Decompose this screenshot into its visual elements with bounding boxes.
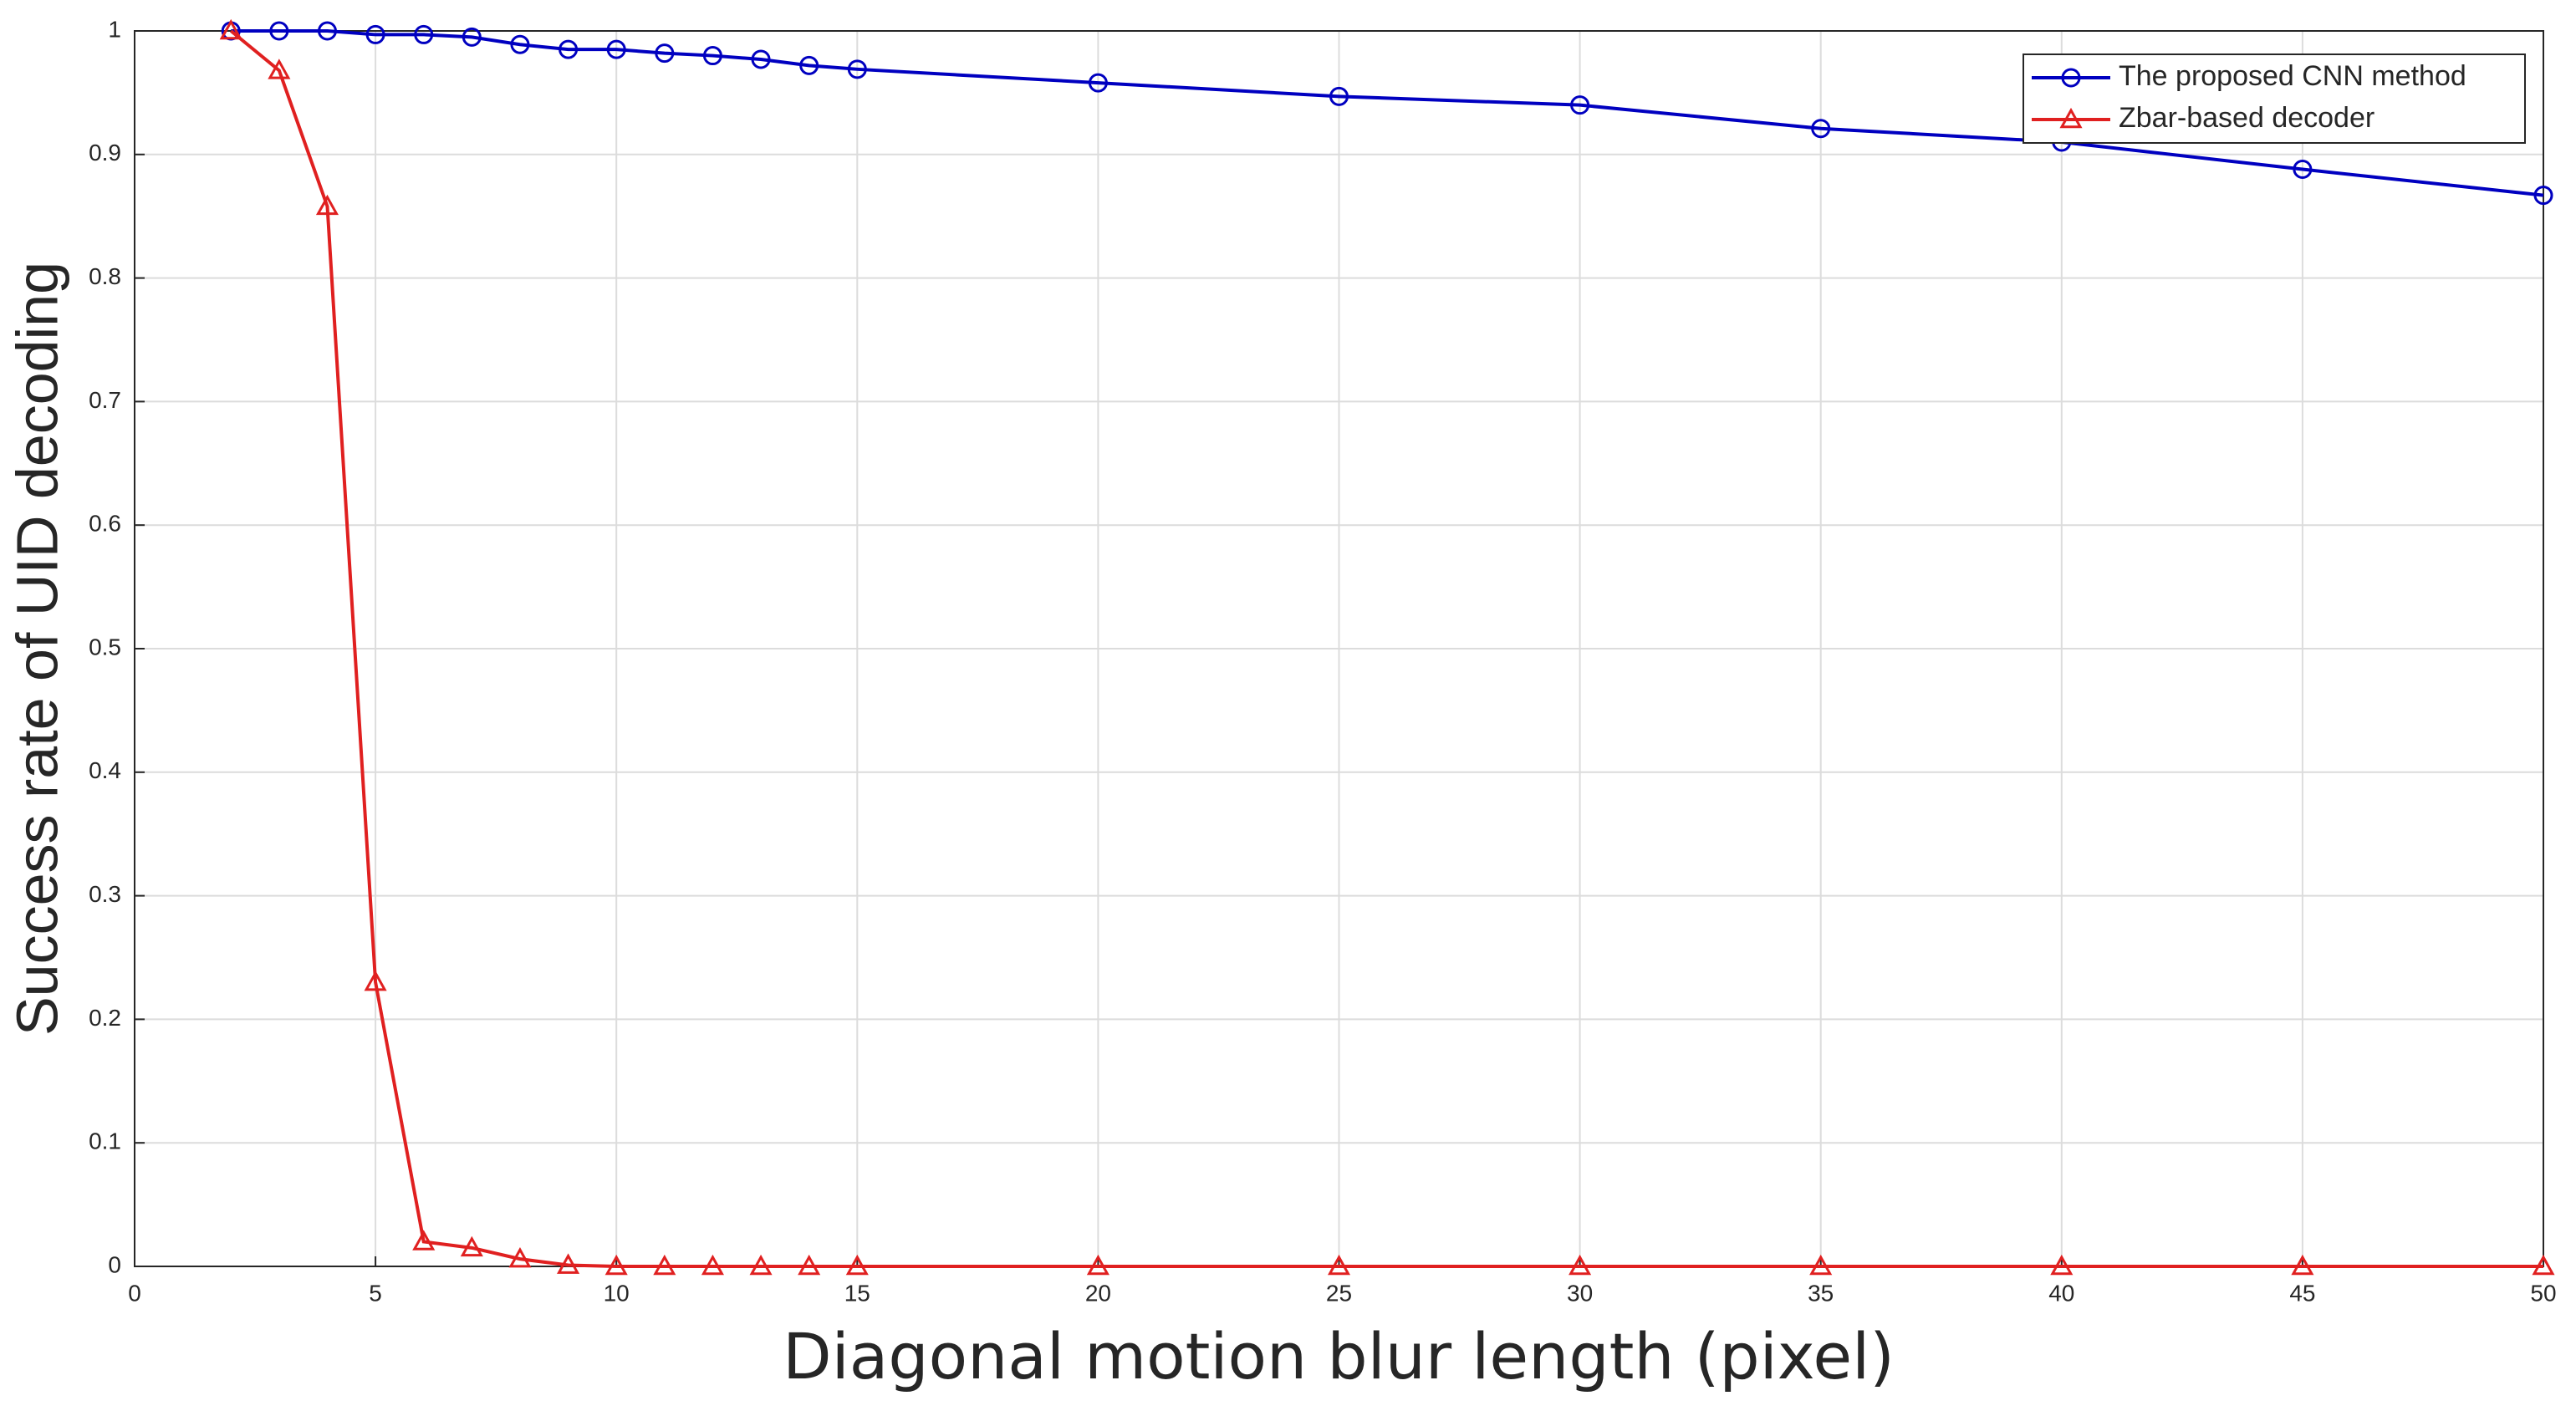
marker — [799, 55, 819, 75]
marker — [1570, 95, 1590, 115]
marker — [414, 24, 434, 44]
marker — [2291, 1254, 2314, 1276]
marker — [655, 43, 675, 64]
y-tick-label: 0.1 — [89, 1128, 121, 1154]
marker — [462, 27, 482, 47]
marker — [269, 21, 289, 41]
marker — [798, 1254, 821, 1276]
x-tick-label: 15 — [844, 1280, 870, 1306]
x-tick-label: 0 — [128, 1280, 141, 1306]
marker — [2061, 68, 2081, 88]
y-tick-label: 0.5 — [89, 634, 121, 660]
marker — [315, 194, 339, 216]
marker — [557, 1253, 580, 1274]
marker — [1811, 119, 1831, 139]
x-axis-label: Diagonal motion blur length (pixel) — [783, 1319, 1895, 1393]
marker — [2533, 186, 2553, 206]
x-tick-label: 35 — [1808, 1280, 1834, 1306]
marker — [317, 21, 337, 41]
marker — [1809, 1254, 1833, 1276]
y-tick-label: 0.2 — [89, 1005, 121, 1031]
legend-box — [2023, 53, 2526, 144]
series-line — [231, 29, 2544, 197]
marker — [219, 18, 242, 40]
y-tick-label: 0 — [108, 1251, 121, 1277]
y-tick-label: 0.9 — [89, 140, 121, 166]
marker — [1569, 1254, 1592, 1276]
marker — [847, 59, 867, 79]
y-tick-label: 1 — [108, 16, 121, 42]
marker — [845, 1254, 869, 1276]
marker — [1327, 1254, 1351, 1276]
x-tick-label: 45 — [2289, 1280, 2315, 1306]
y-axis-label: Success rate of UID decoding — [4, 262, 69, 1036]
y-tick-label: 0.4 — [89, 757, 121, 783]
x-tick-label: 20 — [1085, 1280, 1111, 1306]
marker — [604, 1254, 628, 1276]
marker — [702, 46, 722, 66]
marker — [2532, 1254, 2555, 1276]
marker — [751, 49, 771, 69]
marker — [701, 1254, 724, 1276]
y-tick-label: 0.6 — [89, 511, 121, 537]
series-line — [229, 29, 2543, 1268]
marker — [559, 39, 579, 59]
y-tick-label: 0.7 — [89, 387, 121, 413]
marker — [606, 39, 626, 59]
x-tick-label: 50 — [2530, 1280, 2556, 1306]
legend: The proposed CNN method Zbar-based decode… — [2023, 53, 2526, 144]
marker — [2293, 160, 2313, 180]
x-tick-label: 5 — [369, 1280, 382, 1306]
marker — [510, 34, 530, 54]
marker — [1088, 73, 1108, 93]
y-tick-label: 0.8 — [89, 263, 121, 289]
marker — [268, 59, 291, 79]
legend-label: The proposed CNN method — [2119, 60, 2466, 92]
x-tick-label: 30 — [1567, 1280, 1593, 1306]
marker — [412, 1230, 436, 1251]
marker — [460, 1235, 483, 1257]
marker — [749, 1254, 773, 1276]
x-tick-label: 10 — [604, 1280, 630, 1306]
x-tick-label: 40 — [2048, 1280, 2074, 1306]
marker — [1329, 86, 1349, 106]
marker — [2059, 107, 2083, 129]
marker — [1086, 1254, 1109, 1276]
y-tick-label: 0.3 — [89, 881, 121, 907]
marker — [365, 24, 385, 44]
marker — [364, 970, 387, 991]
marker — [653, 1254, 676, 1276]
x-tick-label: 25 — [1326, 1280, 1352, 1306]
marker — [508, 1247, 532, 1268]
marker — [2050, 1254, 2074, 1276]
legend-label: Zbar-based decoder — [2119, 102, 2375, 134]
